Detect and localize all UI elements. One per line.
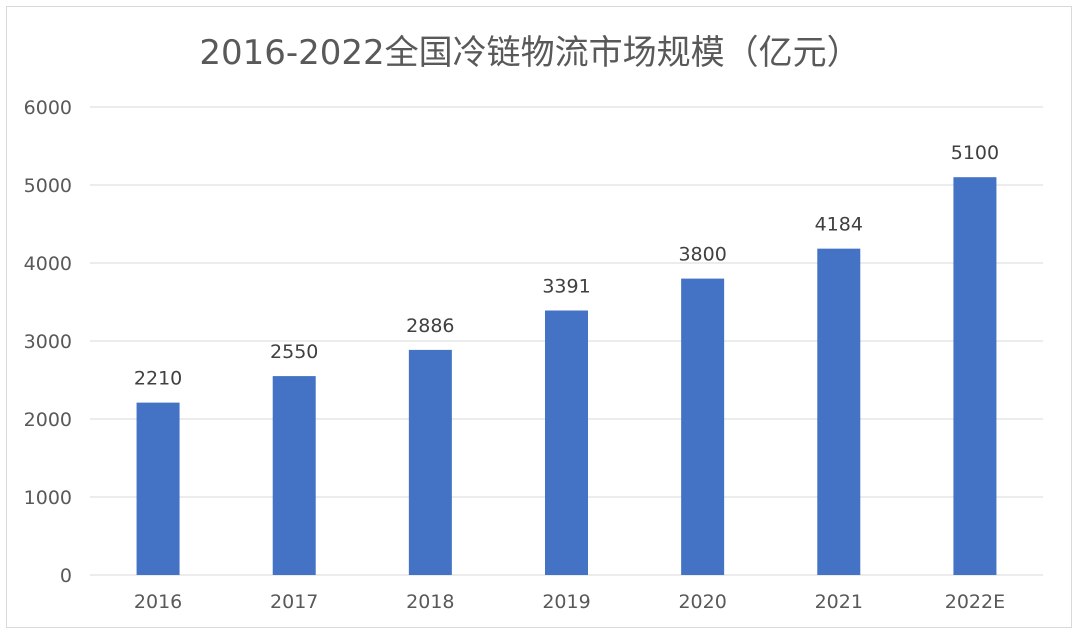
bar-2019 [545,310,588,575]
data-label: 5100 [951,142,999,164]
y-tick-label: 0 [60,565,72,587]
x-tick-label: 2017 [270,591,318,613]
y-tick-label: 5000 [24,175,72,197]
y-tick-label: 4000 [24,253,72,275]
bar-2016 [136,402,180,575]
data-label: 3391 [542,276,590,298]
x-tick-label: 2016 [134,591,182,613]
y-axis-ticks: 0 1000 2000 3000 4000 5000 6000 [24,97,72,587]
chart-frame [6,6,1072,628]
data-labels: 2210 2550 2886 3391 3800 4184 5100 [134,142,999,389]
bar-2018 [408,349,452,575]
y-tick-label: 3000 [24,331,72,353]
x-tick-label: 2018 [406,591,454,613]
chart-title: 2016-2022全国冷链物流市场规模（亿元） [199,33,860,73]
data-label: 2550 [270,341,318,363]
bar-2021 [817,248,861,575]
bar-2022E [953,177,997,575]
data-label: 2210 [134,368,182,390]
x-tick-label: 2021 [815,591,863,613]
x-tick-label: 2019 [542,591,590,613]
y-tick-label: 2000 [24,409,72,431]
data-label: 3800 [678,244,726,266]
data-label: 2886 [406,315,454,337]
x-axis-ticks: 2016 2017 2018 2019 2020 2021 2022E [134,591,1005,613]
gridlines [90,106,1043,576]
x-tick-label: 2022E [945,591,1005,613]
x-tick-label: 2020 [678,591,726,613]
y-tick-label: 1000 [24,487,72,509]
bar-2017 [272,376,316,575]
data-label: 4184 [815,214,863,236]
bar-2020 [681,278,725,575]
y-tick-label: 6000 [24,97,72,119]
bars [136,177,997,575]
